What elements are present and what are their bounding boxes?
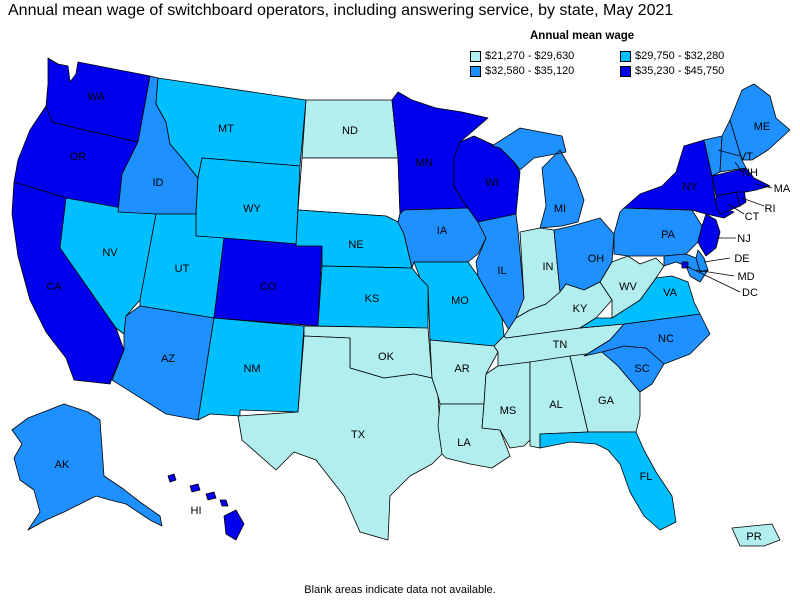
- legend-swatch: [620, 65, 631, 77]
- state-IA[interactable]: [397, 207, 487, 269]
- state-HI[interactable]: [167, 473, 245, 541]
- state-NJ[interactable]: [697, 213, 721, 257]
- state-MI[interactable]: [491, 127, 585, 229]
- state-NH[interactable]: [719, 119, 747, 173]
- state-label-NY: NY: [682, 181, 698, 193]
- state-label-LA: LA: [457, 437, 471, 449]
- state-label-OH: OH: [588, 253, 605, 265]
- state-label-IL: IL: [497, 265, 506, 277]
- state-label-NJ: NJ: [737, 233, 750, 245]
- footnote: Blank areas indicate data not available.: [304, 584, 496, 596]
- state-label-AK: AK: [55, 459, 70, 471]
- labels-layer: WA OR CA NV ID MT WY UT AZ CO NM ND NE K…: [46, 91, 791, 543]
- state-label-UT: UT: [175, 263, 190, 275]
- state-label-KY: KY: [573, 303, 588, 315]
- state-label-AR: AR: [454, 363, 469, 375]
- state-label-MD: MD: [737, 271, 754, 283]
- legend-swatch: [620, 50, 631, 62]
- leader-line-CT: [727, 203, 745, 215]
- state-label-NE: NE: [348, 239, 363, 251]
- state-label-MS: MS: [500, 405, 517, 417]
- legend-item: $29,750 - $32,280: [620, 50, 770, 62]
- state-label-WV: WV: [619, 281, 637, 293]
- state-PA[interactable]: [613, 207, 703, 257]
- state-label-WA: WA: [87, 91, 105, 103]
- state-label-NV: NV: [102, 247, 118, 259]
- state-label-MA: MA: [774, 183, 791, 195]
- leader-line-DE: [703, 257, 731, 263]
- legend: Annual mean wage $21,270 - $29,630 $29,7…: [470, 30, 770, 77]
- state-MA[interactable]: [711, 167, 771, 197]
- legend-label: $35,230 - $45,750: [635, 65, 725, 77]
- state-label-AZ: AZ: [161, 353, 175, 365]
- state-VA[interactable]: [579, 275, 701, 329]
- legend-label: $21,270 - $29,630: [485, 50, 575, 62]
- state-label-OR: OR: [70, 151, 87, 163]
- state-label-DE: DE: [734, 253, 749, 265]
- state-NC[interactable]: [583, 313, 711, 365]
- state-DC[interactable]: [681, 261, 689, 269]
- legend-title: Annual mean wage: [530, 30, 635, 42]
- state-label-VA: VA: [663, 287, 678, 299]
- state-ME[interactable]: [729, 83, 791, 161]
- legend-item: $32,580 - $35,120: [470, 65, 620, 77]
- state-label-PA: PA: [661, 229, 676, 241]
- state-label-CT: CT: [745, 211, 760, 223]
- state-IL[interactable]: [475, 213, 525, 333]
- state-label-CA: CA: [46, 281, 62, 293]
- state-label-SC: SC: [634, 363, 649, 375]
- legend-swatch: [470, 50, 481, 62]
- state-label-HI: HI: [191, 505, 202, 517]
- state-AK[interactable]: [11, 403, 163, 531]
- state-FL[interactable]: [539, 431, 677, 531]
- state-label-NM: NM: [243, 363, 260, 375]
- state-label-ND: ND: [342, 125, 358, 137]
- state-label-CO: CO: [260, 281, 277, 293]
- leader-line-MD: [695, 269, 735, 277]
- state-label-KS: KS: [365, 293, 380, 305]
- state-MD[interactable]: [663, 253, 709, 283]
- state-label-FL: FL: [640, 471, 653, 483]
- state-label-IN: IN: [543, 261, 554, 273]
- leader-line-NH: [734, 161, 743, 173]
- leader-lines-layer: [685, 149, 773, 293]
- state-MT[interactable]: [155, 77, 307, 179]
- state-label-GA: GA: [598, 395, 615, 407]
- state-label-NH: NH: [742, 167, 758, 179]
- state-label-TN: TN: [553, 339, 568, 351]
- map-title: Annual mean wage of switchboard operator…: [8, 2, 674, 19]
- state-label-WI: WI: [485, 177, 498, 189]
- state-label-MT: MT: [218, 123, 234, 135]
- states-layer: [11, 57, 791, 547]
- state-WY[interactable]: [195, 157, 301, 247]
- state-label-VT: VT: [739, 151, 753, 163]
- legend-label: $29,750 - $32,280: [635, 50, 725, 62]
- state-label-IA: IA: [437, 225, 448, 237]
- state-label-NC: NC: [658, 333, 674, 345]
- legend-item: $21,270 - $29,630: [470, 50, 620, 62]
- legend-swatch: [470, 65, 481, 77]
- state-NM[interactable]: [197, 317, 305, 421]
- state-label-TX: TX: [351, 429, 366, 441]
- leader-line-MA: [755, 183, 773, 189]
- state-label-PR: PR: [746, 531, 761, 543]
- legend-item: $35,230 - $45,750: [620, 65, 770, 77]
- state-label-MI: MI: [554, 203, 566, 215]
- leader-line-RI: [741, 197, 765, 207]
- state-label-MO: MO: [451, 295, 469, 307]
- state-label-RI: RI: [765, 203, 776, 215]
- leader-line-DC: [685, 265, 741, 293]
- state-label-ME: ME: [754, 121, 771, 133]
- legend-label: $32,580 - $35,120: [485, 65, 575, 77]
- state-label-AL: AL: [549, 399, 562, 411]
- leader-line-VT: [717, 149, 741, 157]
- state-label-ID: ID: [153, 177, 164, 189]
- state-label-DC: DC: [742, 287, 758, 299]
- state-PR[interactable]: [731, 523, 781, 547]
- state-label-OK: OK: [378, 351, 395, 363]
- state-TX[interactable]: [237, 335, 443, 541]
- state-label-WY: WY: [243, 203, 261, 215]
- state-label-MN: MN: [415, 157, 432, 169]
